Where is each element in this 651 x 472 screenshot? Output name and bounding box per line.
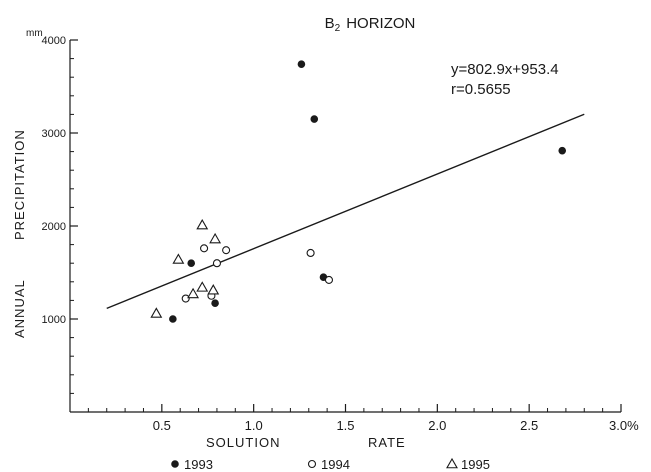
chart-title-subscript: 2 [335,23,341,34]
data-point-1994 [181,294,190,303]
regression-equation: y=802.9x+953.4 [451,61,559,78]
x-tick-label: 1.5 [336,418,354,433]
y-tick-label: 3000 [42,128,66,140]
data-points [150,60,567,323]
data-point-1994 [200,244,209,253]
y-tick-label: 1000 [42,314,66,326]
data-point-1993 [187,259,196,268]
x-tick-label: 2.5 [520,418,538,433]
legend-label-1994: 1994 [321,457,350,472]
correlation-value: r=0.5655 [451,81,511,98]
y-unit-label: mm [26,28,43,39]
legend-label-1993: 1993 [184,457,213,472]
data-point-1995 [172,253,185,264]
data-point-1993 [169,315,177,323]
x-axis-label-rate: RATE [368,435,406,450]
x-tick-label: 0.5 [153,418,171,433]
data-point-1995 [209,232,222,244]
data-point-1993 [558,146,567,155]
legend-marker-1995 [446,457,458,469]
data-point-1995 [196,218,209,230]
data-point-1993 [310,115,319,123]
chart-title-main: B [325,15,335,32]
chart-title-rest: HORIZON [346,15,415,32]
y-axis-label-precipitation: PRECIPITATION [12,129,27,240]
data-point-1994 [324,275,334,284]
axes: 1000 2000 3000 4000 0.5 1.0 1.5 2.0 2.5 3.0% [42,35,640,433]
data-point-1995 [196,281,209,292]
x-tick-label: 3.0% [609,418,639,433]
y-tick-label: 2000 [42,221,66,233]
y-axis-label-annual: ANNUAL [12,279,27,338]
legend-marker-1993 [171,460,179,468]
regression-line-group [106,113,585,310]
data-point-1995 [187,287,200,299]
legend-label-1995: 1995 [461,457,490,472]
data-point-1994 [222,246,231,255]
data-point-1994 [306,248,315,258]
x-tick-label: 1.0 [245,418,263,433]
data-point-1993 [297,60,306,68]
regression-line [106,113,585,310]
x-axis-label-solution: SOLUTION [206,435,280,450]
data-point-1995 [207,284,220,295]
data-point-1995 [150,307,163,318]
legend-marker-1994 [307,459,317,469]
data-point-1994 [212,259,221,268]
chart-title: B2 HORIZON [325,15,416,34]
legend: 1993 1994 1995 [171,457,490,472]
x-tick-label: 2.0 [428,418,446,433]
y-tick-label: 4000 [42,35,66,47]
data-point-1993 [211,299,219,307]
